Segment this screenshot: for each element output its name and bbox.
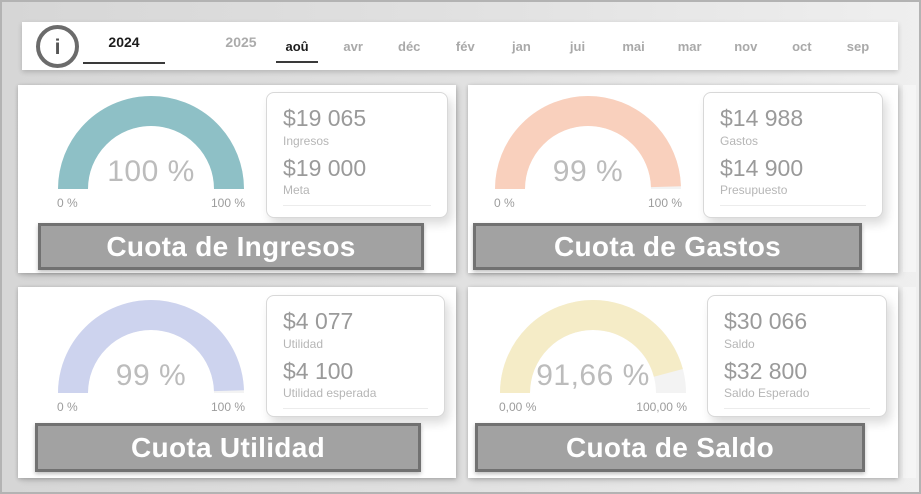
- gauge-axis: 0,00 % 100,00 %: [498, 400, 688, 414]
- month-tab-nov[interactable]: nov: [734, 38, 758, 54]
- stats-panel: $4 077 Utilidad $4 100 Utilidad esperada: [266, 295, 445, 417]
- info-button[interactable]: i: [36, 25, 79, 68]
- year-tab-2024[interactable]: 2024: [83, 31, 165, 64]
- divider: [724, 408, 870, 410]
- gauge-max-label: 100 %: [210, 196, 245, 210]
- divider: [720, 205, 866, 207]
- gauge-min-label: 0 %: [57, 400, 78, 414]
- card-gastos: 99 % 0 % 100 % $14 988 Gastos $14 900 Pr…: [468, 85, 898, 273]
- stat-value: $32 800: [724, 357, 808, 384]
- gauge-ingresos: 100 % 0 % 100 %: [56, 95, 246, 210]
- gauge-min-label: 0,00 %: [499, 400, 537, 414]
- stat-label: Saldo Esperado: [724, 386, 810, 401]
- stat-label: Utilidad: [283, 336, 324, 351]
- divider: [283, 205, 431, 207]
- year-tab-2025[interactable]: 2025: [225, 34, 257, 50]
- stat-value: $30 066: [724, 308, 808, 334]
- card-saldo: 91,66 % 0,00 % 100,00 % $30 066 Saldo $3…: [468, 287, 898, 478]
- gauge-min-label: 0 %: [57, 196, 78, 210]
- card-title: Cuota de Saldo: [566, 431, 774, 463]
- gauge-max-label: 100,00 %: [636, 400, 687, 414]
- right-edge-strip-bottom: [903, 287, 916, 478]
- card-title-bar: Cuota de Ingresos: [38, 223, 424, 270]
- month-tab-aou[interactable]: aoû: [269, 22, 325, 70]
- gauge-axis: 0 % 100 %: [493, 196, 683, 210]
- gauge-arc: [495, 96, 681, 190]
- gauge-arc: [58, 96, 244, 190]
- gauge-max-label: 100 %: [210, 400, 245, 414]
- month-tab-avr[interactable]: avr: [343, 38, 363, 54]
- card-title-bar: Cuota de Gastos: [473, 223, 862, 270]
- stats-panel: $19 065 Ingresos $19 000 Meta: [266, 92, 448, 218]
- right-edge-strip-top: [903, 85, 916, 272]
- card-title: Cuota de Ingresos: [106, 230, 356, 262]
- month-tab-jan[interactable]: jan: [512, 38, 531, 54]
- month-tab-mai[interactable]: mai: [622, 38, 645, 54]
- stats-panel: $30 066 Saldo $32 800 Saldo Esperado: [707, 295, 887, 417]
- month-tab-jui[interactable]: jui: [569, 38, 586, 54]
- gauge-axis: 0 % 100 %: [56, 196, 246, 210]
- stat-value: $19 065: [283, 105, 367, 131]
- card-title-bar: Cuota de Saldo: [475, 423, 865, 472]
- gauge-axis: 0 % 100 %: [56, 400, 246, 414]
- gauge-value: 99 %: [115, 359, 187, 392]
- stat-label: Ingresos: [283, 133, 330, 148]
- divider: [283, 408, 428, 410]
- stat-label: Presupuesto: [720, 183, 788, 198]
- gauge-utilidad: 99 % 0 % 100 %: [56, 299, 246, 414]
- stat-label: Meta: [283, 183, 310, 198]
- gauge-max-label: 100 %: [647, 196, 682, 210]
- gauge-value: 99 %: [552, 155, 624, 188]
- gauge-chart: [495, 96, 681, 190]
- info-icon: i: [54, 35, 61, 59]
- card-utilidad: 99 % 0 % 100 % $4 077 Utilidad $4 100 Ut…: [18, 287, 456, 478]
- stat-label: Gastos: [720, 133, 759, 148]
- card-ingresos: 100 % 0 % 100 % $19 065 Ingresos $19 000…: [18, 85, 456, 273]
- stat-value: $14 900: [720, 154, 804, 181]
- stat-value: $4 077: [283, 308, 354, 334]
- stat-value: $14 988: [720, 105, 804, 131]
- month-tabs: aoû avr déc fév jan jui mai mar nov oct …: [269, 22, 886, 70]
- gauge-chart: [500, 300, 686, 394]
- gauge-arc: [58, 300, 244, 394]
- stat-value: $19 000: [283, 154, 367, 181]
- filter-bar: i 2024 2025 aoû avr déc fév jan jui mai …: [22, 22, 898, 70]
- stat-value: $4 100: [283, 357, 354, 384]
- card-title: Cuota de Gastos: [554, 230, 781, 262]
- month-tab-oct[interactable]: oct: [792, 38, 812, 54]
- card-title-bar: Cuota Utilidad: [35, 423, 421, 472]
- gauge-arc: [500, 300, 686, 394]
- month-tab-sep[interactable]: sep: [846, 38, 870, 54]
- month-tab-fev[interactable]: fév: [455, 38, 475, 54]
- stat-label: Utilidad esperada: [283, 386, 377, 401]
- gauge-min-label: 0 %: [494, 196, 515, 210]
- gauge-saldo: 91,66 % 0,00 % 100,00 %: [498, 299, 688, 414]
- stats-panel: $14 988 Gastos $14 900 Presupuesto: [703, 92, 883, 218]
- month-tab-dec[interactable]: déc: [398, 38, 421, 54]
- gauge-value: 91,66 %: [536, 359, 650, 392]
- stat-label: Saldo: [724, 336, 755, 351]
- gauge-value: 100 %: [107, 155, 195, 188]
- card-title: Cuota Utilidad: [131, 431, 325, 463]
- gauge-chart: [58, 300, 244, 394]
- month-tab-mar[interactable]: mar: [677, 38, 702, 54]
- gauge-chart: [58, 96, 244, 190]
- gauge-gastos: 99 % 0 % 100 %: [493, 95, 683, 210]
